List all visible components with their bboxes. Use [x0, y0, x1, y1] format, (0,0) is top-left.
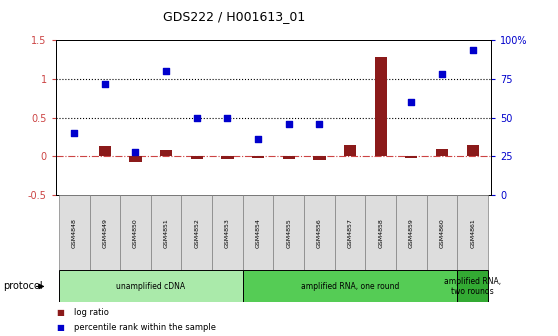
Bar [365, 195, 396, 270]
Point [468, 47, 477, 52]
Text: GSM4849: GSM4849 [102, 218, 107, 248]
Text: GSM4859: GSM4859 [409, 218, 414, 248]
Bar [374, 57, 387, 156]
Text: log ratio: log ratio [74, 308, 108, 317]
Bar [160, 150, 172, 156]
Point [131, 149, 140, 154]
Bar [405, 156, 417, 158]
Text: GSM4860: GSM4860 [440, 218, 445, 248]
Bar [59, 270, 243, 302]
Bar [436, 149, 448, 156]
Bar [129, 156, 142, 162]
Bar [181, 195, 212, 270]
Bar [273, 195, 304, 270]
Point [345, 32, 354, 37]
Bar [243, 270, 458, 302]
Bar [99, 146, 111, 156]
Bar [59, 195, 89, 270]
Text: GSM4857: GSM4857 [348, 218, 353, 248]
Bar [427, 195, 458, 270]
Point [162, 69, 171, 74]
Bar [396, 195, 427, 270]
Text: GSM4852: GSM4852 [194, 218, 199, 248]
Text: GSM4858: GSM4858 [378, 218, 383, 248]
Bar [458, 195, 488, 270]
Bar [120, 195, 151, 270]
Text: GSM4855: GSM4855 [286, 218, 291, 248]
Point [284, 121, 293, 126]
Text: amplified RNA, one round: amplified RNA, one round [301, 282, 399, 291]
Point [193, 115, 201, 120]
Bar [344, 145, 356, 156]
Text: GSM4856: GSM4856 [317, 218, 322, 248]
Text: ■: ■ [56, 308, 64, 317]
Text: GSM4850: GSM4850 [133, 218, 138, 248]
Point [100, 81, 109, 86]
Point [407, 99, 416, 105]
Text: GSM4851: GSM4851 [163, 218, 169, 248]
Bar [466, 145, 479, 156]
Bar [335, 195, 365, 270]
Text: GSM4853: GSM4853 [225, 218, 230, 248]
Point [437, 72, 446, 77]
Bar [243, 195, 273, 270]
Point [254, 136, 263, 142]
Bar [222, 156, 234, 159]
Text: GSM4854: GSM4854 [256, 218, 261, 248]
Text: amplified RNA,
two rounds: amplified RNA, two rounds [444, 277, 501, 296]
Text: percentile rank within the sample: percentile rank within the sample [74, 323, 215, 332]
Text: ■: ■ [56, 323, 64, 332]
Bar [212, 195, 243, 270]
Bar [89, 195, 120, 270]
Point [70, 130, 79, 136]
Bar [191, 156, 203, 159]
Text: protocol: protocol [3, 282, 42, 291]
Text: GSM4848: GSM4848 [71, 218, 76, 248]
Bar [313, 156, 325, 160]
Bar [151, 195, 181, 270]
Bar [304, 195, 335, 270]
Point [315, 121, 324, 126]
Point [223, 115, 232, 120]
Bar [282, 156, 295, 159]
Bar [252, 156, 264, 158]
Text: GSM4861: GSM4861 [470, 218, 475, 248]
Bar [458, 270, 488, 302]
Text: unamplified cDNA: unamplified cDNA [116, 282, 185, 291]
Text: GDS222 / H001613_01: GDS222 / H001613_01 [163, 10, 305, 23]
